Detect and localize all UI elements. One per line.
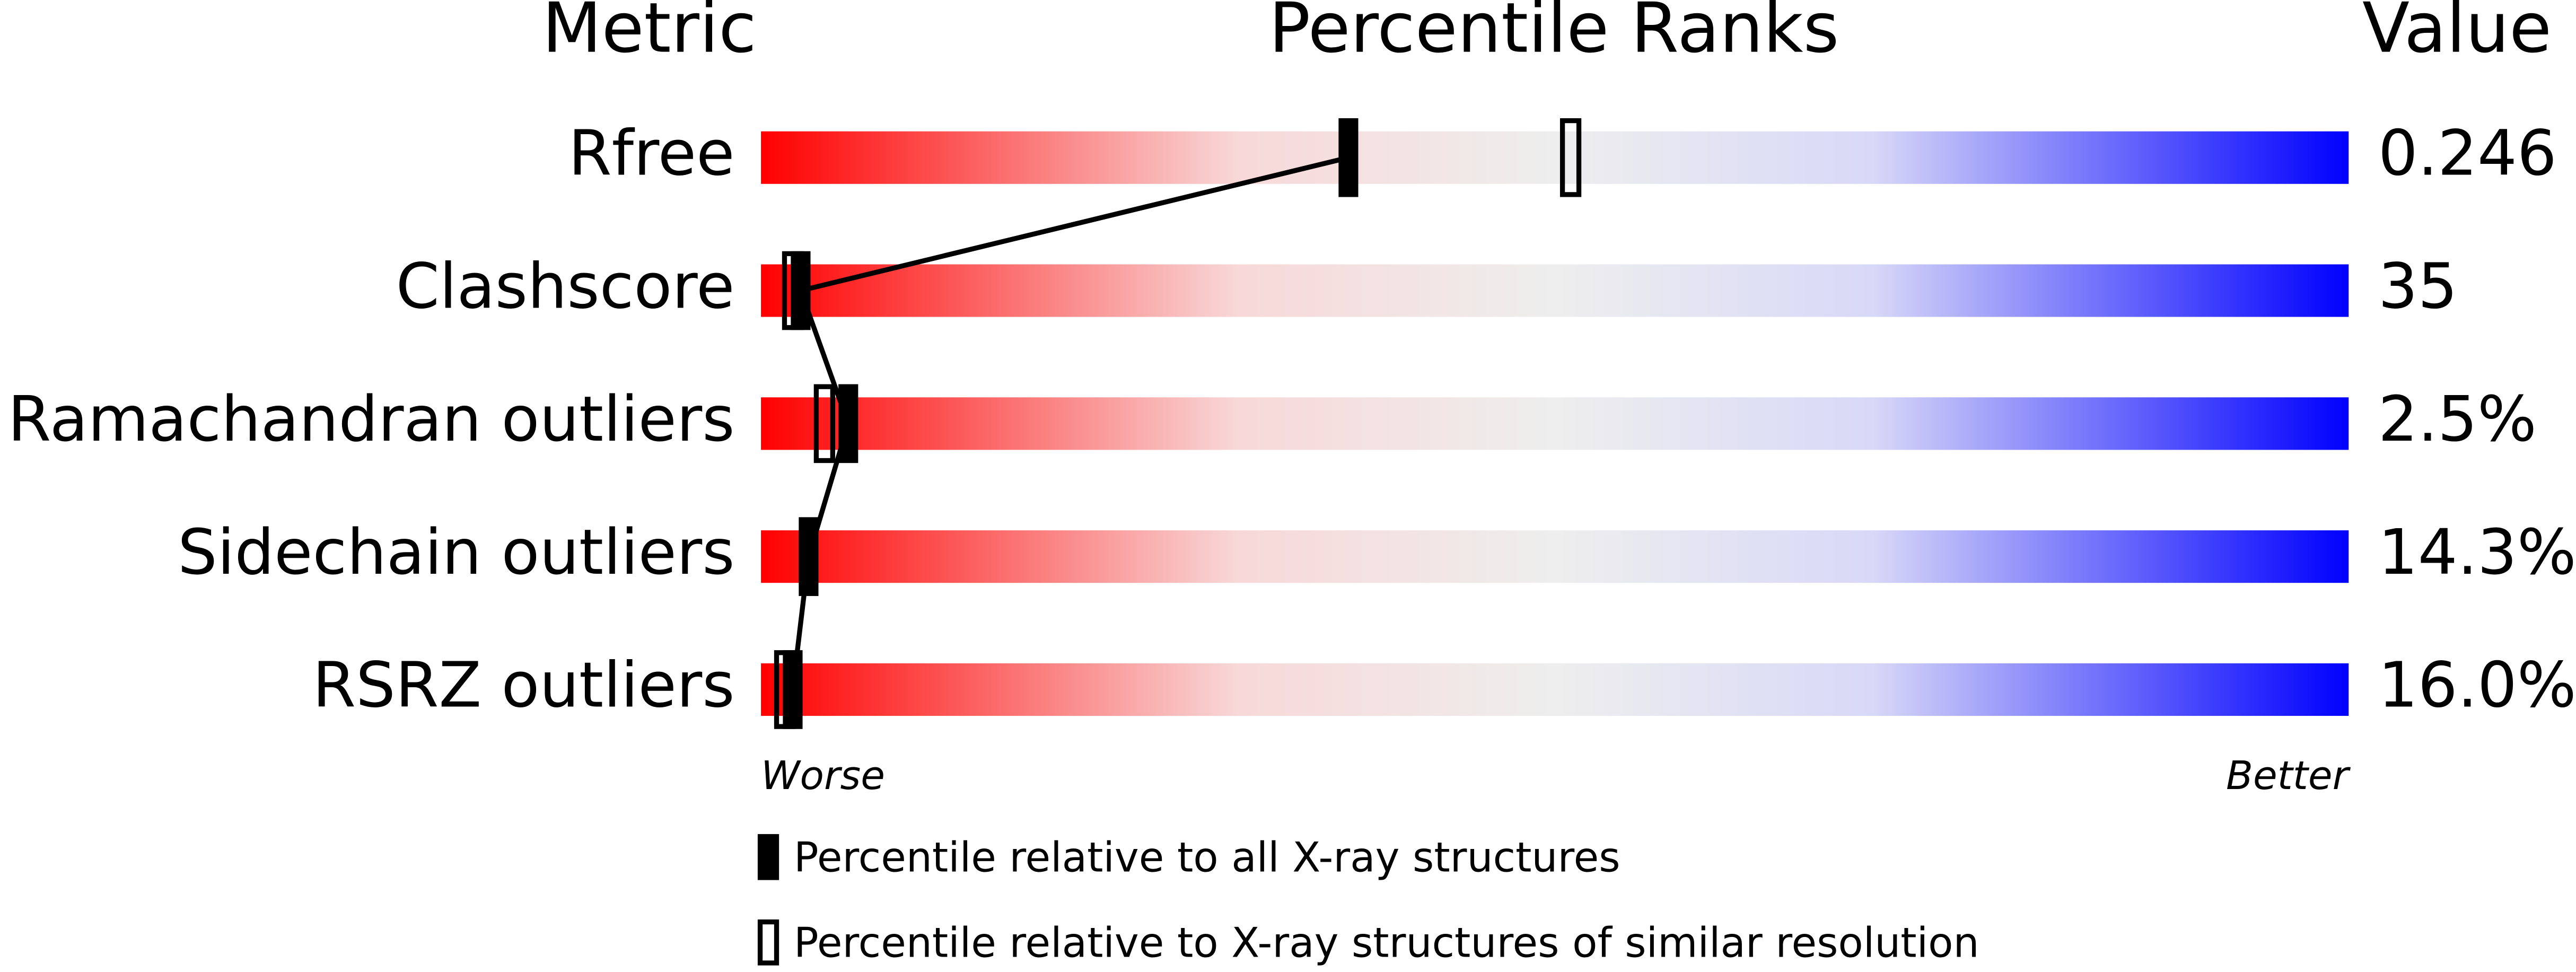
value-label: 35 <box>2378 250 2458 322</box>
legend-label: Percentile relative to X-ray structures … <box>794 919 1979 967</box>
legend-swatch <box>757 834 779 880</box>
metric-label: Sidechain outliers <box>178 516 734 589</box>
value-label: 2.5% <box>2378 383 2537 456</box>
percentile-bar <box>761 131 2349 184</box>
legend-label: Percentile relative to all X-ray structu… <box>794 834 1620 881</box>
ranks-header: Percentile Ranks <box>1269 0 1839 68</box>
value-header: Value <box>2362 0 2552 68</box>
percentile-marker-filled <box>799 517 819 596</box>
percentile-marker-open <box>813 384 835 463</box>
worse-label: Worse <box>761 752 885 799</box>
percentile-bar <box>761 663 2349 716</box>
percentile-marker-open <box>774 650 796 729</box>
metric-label: Ramachandran outliers <box>8 383 735 456</box>
metric-label: RSRZ outliers <box>312 649 734 722</box>
legend-swatch <box>757 919 779 966</box>
percentile-marker-filled <box>1338 118 1359 197</box>
percentile-bar <box>761 264 2349 317</box>
better-label: Better <box>2226 752 2351 799</box>
value-label: 0.246 <box>2378 117 2557 189</box>
percentile-bar <box>761 530 2349 583</box>
percentile-marker-open <box>1559 118 1582 197</box>
percentile-marker-filled <box>838 384 858 463</box>
metric-label: Clashscore <box>396 250 735 322</box>
metric-header: Metric <box>542 0 756 68</box>
value-label: 16.0% <box>2378 649 2576 722</box>
metric-label: Rfree <box>568 117 735 189</box>
percentile-bar <box>761 397 2349 450</box>
value-label: 14.3% <box>2378 516 2576 589</box>
percentile-marker-open <box>782 251 804 330</box>
